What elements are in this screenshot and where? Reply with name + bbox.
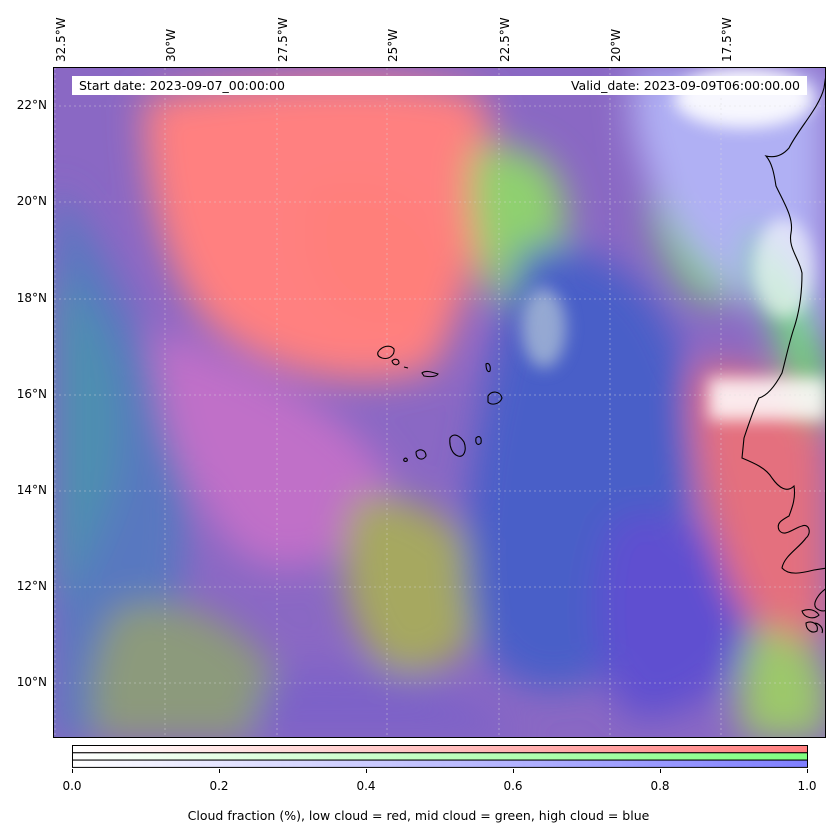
lat-label-12n: 12°N [16, 579, 47, 593]
lat-label-16n: 16°N [16, 387, 47, 401]
colorbar-tick-0-8: 0.8 [650, 779, 670, 793]
cloud-field [54, 68, 825, 737]
lon-label-30w: 30°W [164, 28, 178, 62]
low-cloud-core [303, 181, 454, 325]
colorbar-tickmark [513, 769, 514, 773]
island-fogo [415, 449, 427, 460]
island-maio [475, 436, 482, 445]
colorbar-high-cloud [72, 759, 808, 768]
colorbar-tickmark [366, 769, 367, 773]
lon-label-25w: 25°W [386, 28, 400, 62]
colorbar-tick-0-4: 0.4 [356, 779, 376, 793]
valid-date-text: Valid_date: 2023-09-09T06:00:00.00 [570, 78, 800, 93]
colorbar-tickmark [660, 769, 661, 773]
cloud-fraction-map [53, 67, 826, 738]
colorbar [72, 745, 808, 768]
colorbar-tick-1: 1.0 [797, 779, 817, 793]
island-santo-antao [377, 345, 395, 359]
lat-label-14n: 14°N [16, 483, 47, 497]
high-cloud-south [254, 666, 522, 737]
low-cloud-east [691, 366, 825, 645]
colorbar-tickmark [219, 769, 220, 773]
africa-coastline [741, 77, 825, 574]
date-info-bar: Start date: 2023-09-07_00:00:00 Valid_da… [72, 76, 807, 95]
gridlines [54, 68, 825, 737]
colorbar-low-cloud [72, 745, 808, 754]
map-canvas [54, 68, 825, 737]
island-santiago [449, 434, 466, 457]
guinea-bissau-coast [801, 588, 825, 634]
lon-label-17-5w: 17.5°W [720, 17, 734, 62]
mid-cloud-se-strip [738, 628, 825, 737]
mid-cloud-south [344, 496, 494, 674]
island-sao-nicolau [421, 370, 439, 378]
white-patch-east [709, 378, 825, 420]
island-brava [403, 457, 408, 462]
island-boa-vista [487, 391, 503, 405]
lon-label-20w: 20°W [609, 28, 623, 62]
colorbar-tick-0: 0.0 [62, 779, 82, 793]
lat-label-10n: 10°N [16, 675, 47, 689]
colorbar-mid-cloud [72, 752, 808, 761]
high-cloud-se [596, 512, 754, 718]
teal-west [54, 268, 122, 608]
white-patch-east2 [754, 218, 814, 318]
colorbar-tickmark [807, 769, 808, 773]
colorbar-tick-0-6: 0.6 [503, 779, 523, 793]
magenta-band [154, 328, 394, 568]
colorbar-tick-0-2: 0.2 [209, 779, 229, 793]
lon-label-32-5w: 32.5°W [54, 17, 68, 62]
lon-label-27-5w: 27.5°W [276, 17, 290, 62]
lon-label-22-5w: 22.5°W [498, 17, 512, 62]
lat-label-18n: 18°N [16, 291, 47, 305]
lat-label-22n: 22°N [16, 98, 47, 112]
colorbar-tickmark [72, 769, 73, 773]
pale-patch-center [522, 288, 566, 368]
start-date-text: Start date: 2023-09-07_00:00:00 [79, 78, 285, 93]
mid-cloud-sw [90, 602, 284, 737]
island-sal [485, 362, 491, 373]
lat-label-20n: 20°N [16, 194, 47, 208]
island-santa-luzia [403, 366, 409, 369]
colorbar-label: Cloud fraction (%), low cloud = red, mid… [187, 808, 650, 823]
island-sao-vicente [391, 358, 400, 366]
